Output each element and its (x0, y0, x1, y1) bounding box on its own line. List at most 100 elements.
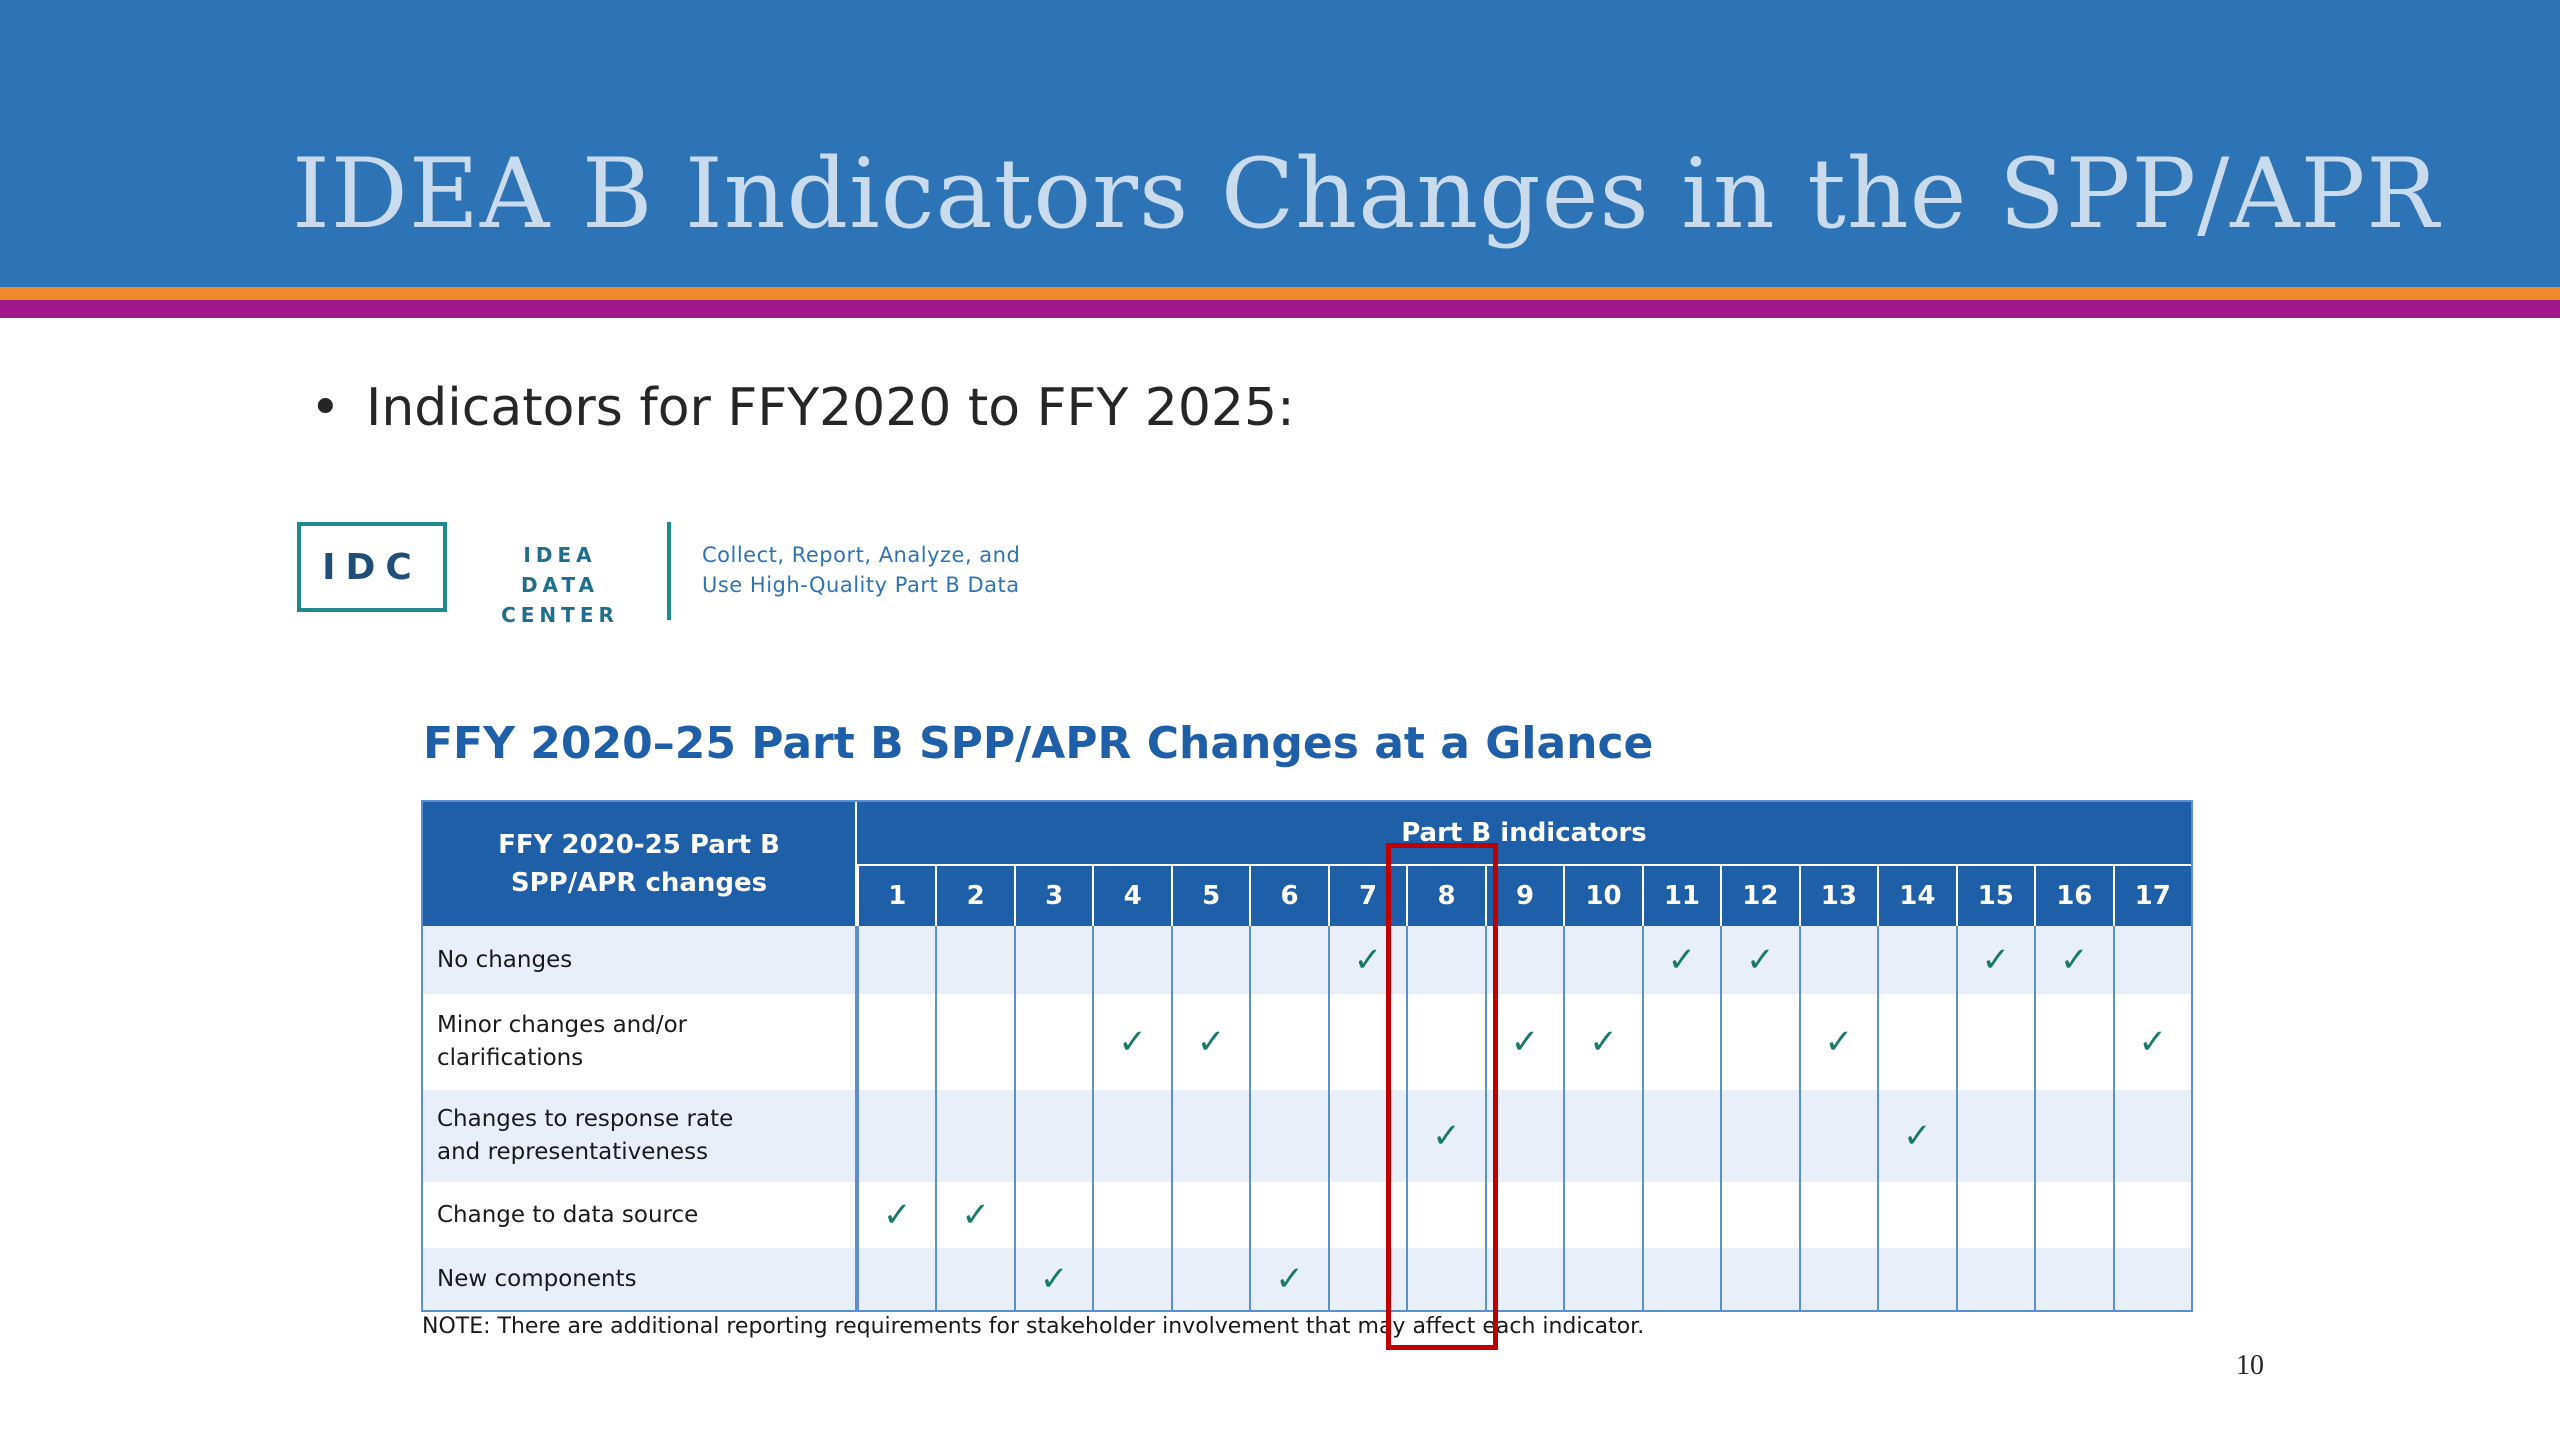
indicator-header-2: 2 (935, 864, 1014, 926)
logo-divider (667, 522, 671, 620)
checkmark-icon: ✓ (1510, 1023, 1540, 1061)
table-cell (1170, 1182, 1249, 1248)
idc-name-line1: IDEA DATA (520, 543, 600, 597)
table-cell: ✓ (1798, 994, 1877, 1090)
changes-table: FFY 2020-25 Part B SPP/APR changes Part … (421, 800, 2193, 1312)
indicator-header-11: 11 (1641, 864, 1721, 926)
checkmark-icon: ✓ (882, 1196, 912, 1234)
table-cell (2112, 926, 2191, 994)
idc-logo-name: IDEA DATA CENTER (480, 540, 640, 630)
indicator-header-17: 17 (2112, 864, 2191, 926)
table-cell (1013, 926, 1093, 994)
checkmark-icon: ✓ (1039, 1260, 1069, 1298)
row-label: Minor changes and/or clarifications (423, 994, 857, 1090)
table-cell (935, 1090, 1014, 1182)
indicator-8-highlight-box (1386, 843, 1498, 1350)
table-cell (1092, 1182, 1170, 1248)
header-stripe-purple (0, 300, 2560, 318)
idc-tagline-line2: Use High-Quality Part B Data (702, 573, 1020, 597)
table-cell: ✓ (2034, 926, 2113, 994)
table-cell (1013, 994, 1092, 1090)
indicator-header-5: 5 (1170, 864, 1250, 926)
table-cell (1720, 994, 1798, 1090)
table-cell: ✓ (1406, 1090, 1485, 1182)
table-cell: ✓ (1641, 926, 1721, 994)
table-cell (1641, 994, 1720, 1090)
checkmark-icon: ✓ (1432, 1117, 1461, 1155)
table-cell (935, 1248, 1014, 1310)
table-cell: ✓ (1877, 1090, 1956, 1182)
table-cell (1484, 1182, 1563, 1248)
table-cell (1249, 994, 1327, 1090)
table-cell (1170, 926, 1250, 994)
table-cell (935, 994, 1013, 1090)
table-cell (1798, 1090, 1878, 1182)
table-cell (1641, 1182, 1720, 1248)
table-cell (1563, 926, 1642, 994)
indicators-group-header: Part B indicators (857, 802, 2191, 864)
table-cell (1720, 1182, 1798, 1248)
corner-header: FFY 2020-25 Part B SPP/APR changes (423, 802, 857, 926)
row-label-text: New components (437, 1265, 637, 1292)
table-cell (1249, 926, 1328, 994)
checkmark-icon: ✓ (961, 1196, 990, 1234)
table-cell (1563, 1182, 1641, 1248)
table-cell: ✓ (1484, 994, 1563, 1090)
table-cell (1249, 1182, 1327, 1248)
indicator-header-16: 16 (2034, 864, 2113, 926)
table-cell (1170, 1090, 1250, 1182)
indicator-header-10: 10 (1563, 864, 1642, 926)
table-cell: ✓ (1249, 1248, 1328, 1310)
idc-tagline: Collect, Report, Analyze, and Use High-Q… (702, 540, 1102, 600)
indicator-header-14: 14 (1877, 864, 1956, 926)
table-cell: ✓ (857, 1182, 935, 1248)
table-cell (1327, 1182, 1406, 1248)
table-cell (2034, 994, 2112, 1090)
corner-header-line2: SPP/APR changes (510, 868, 768, 898)
table-cell (1013, 1182, 1092, 1248)
table-cell: ✓ (2112, 994, 2191, 1090)
table-cell (1013, 1090, 1093, 1182)
slide-title: IDEA B Indicators Changes in the SPP/APR (292, 138, 2440, 250)
table-cell (2112, 1248, 2191, 1310)
table-cell (1798, 1182, 1877, 1248)
table-cell: ✓ (1092, 994, 1170, 1090)
table-cell: ✓ (1563, 994, 1641, 1090)
indicator-header-13: 13 (1798, 864, 1878, 926)
checkmark-icon: ✓ (1981, 941, 2011, 979)
table-cell (857, 994, 935, 1090)
table-cell (2112, 1090, 2191, 1182)
indicator-header-1: 1 (857, 864, 936, 926)
table-cell (1955, 994, 2034, 1090)
indicator-header-3: 3 (1013, 864, 1093, 926)
table-cell: ✓ (1955, 926, 2035, 994)
table-cell (1877, 926, 1956, 994)
table-cell (2034, 1248, 2113, 1310)
table-cell (1955, 1182, 2034, 1248)
table-cell (857, 926, 936, 994)
indicator-header-4: 4 (1092, 864, 1171, 926)
row-label-text: Minor changes and/or clarifications (437, 1012, 688, 1071)
table-cell (2112, 1182, 2191, 1248)
table-cell: ✓ (1170, 994, 1249, 1090)
indicator-header-7: 7 (1327, 864, 1407, 926)
row-label-text: Change to data source (437, 1201, 699, 1228)
checkmark-icon: ✓ (1196, 1023, 1226, 1061)
table-cell (1092, 1090, 1171, 1182)
row-label: Changes to response rate and representat… (423, 1090, 857, 1182)
row-label-text: Changes to response rate and representat… (437, 1106, 734, 1165)
indicator-header-6: 6 (1249, 864, 1328, 926)
table-cell (1720, 1090, 1799, 1182)
checkmark-icon: ✓ (1824, 1023, 1854, 1061)
table-cell (1092, 926, 1171, 994)
checkmark-icon: ✓ (1275, 1260, 1304, 1298)
table-cell (1955, 1090, 2035, 1182)
checkmark-icon: ✓ (1667, 941, 1697, 979)
row-label: New components (423, 1248, 857, 1310)
bullet-item: • Indicators for FFY2020 to FFY 2025: (310, 378, 1295, 438)
header-stripe-orange (0, 287, 2560, 300)
table-cell (1170, 1248, 1250, 1310)
page-number: 10 (2236, 1350, 2264, 1381)
table-cell (1798, 1248, 1878, 1310)
table-cell (1877, 1248, 1956, 1310)
